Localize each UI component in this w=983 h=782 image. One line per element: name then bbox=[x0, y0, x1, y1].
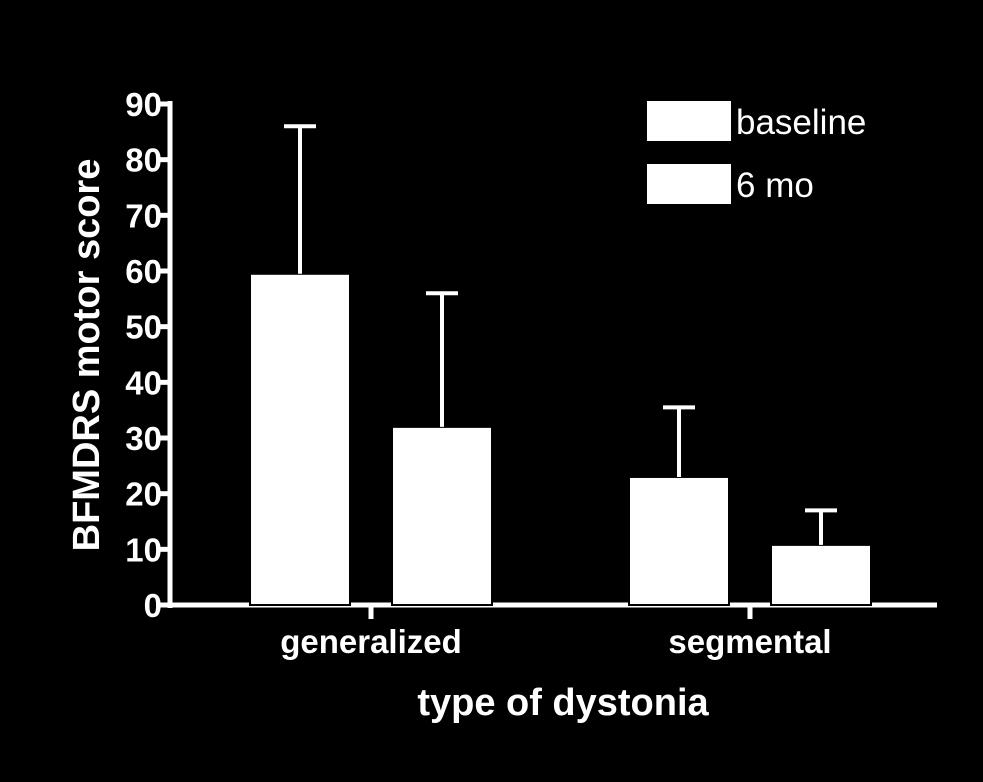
bar-segmental-baseline bbox=[628, 475, 730, 607]
y-tick-label: 40 bbox=[125, 364, 162, 401]
y-tick-label: 30 bbox=[125, 420, 162, 457]
y-tick-label: 10 bbox=[125, 531, 162, 568]
y-tick-label: 60 bbox=[125, 253, 162, 290]
bars bbox=[249, 272, 872, 607]
error-bars bbox=[284, 124, 837, 545]
y-tick-label: 20 bbox=[125, 476, 162, 513]
y-tick-label: 90 bbox=[125, 86, 162, 123]
legend-label-6mo: 6 mo bbox=[736, 166, 814, 205]
y-tick-label: 0 bbox=[144, 587, 162, 624]
y-tick-label: 50 bbox=[125, 309, 162, 346]
legend-swatch-baseline bbox=[647, 101, 731, 141]
y-tick-label: 80 bbox=[125, 142, 162, 179]
tick-labels: 0 10 20 30 40 50 60 70 80 90 generalized segmental bbox=[125, 86, 831, 660]
y-axis-label: BFMDRS motor score bbox=[66, 159, 108, 552]
legend: baseline 6 mo bbox=[647, 101, 866, 205]
legend-label-baseline: baseline bbox=[736, 103, 866, 142]
x-axis-label: type of dystonia bbox=[417, 682, 709, 724]
bar-generalized-6mo bbox=[391, 425, 493, 606]
legend-swatch-6mo bbox=[647, 164, 731, 204]
x-tick-label-segmental: segmental bbox=[668, 623, 831, 660]
y-tick-label: 70 bbox=[125, 197, 162, 234]
bar-segmental-6mo bbox=[770, 543, 872, 607]
bar-generalized-baseline bbox=[249, 272, 351, 606]
x-tick-label-generalized: generalized bbox=[280, 623, 462, 660]
